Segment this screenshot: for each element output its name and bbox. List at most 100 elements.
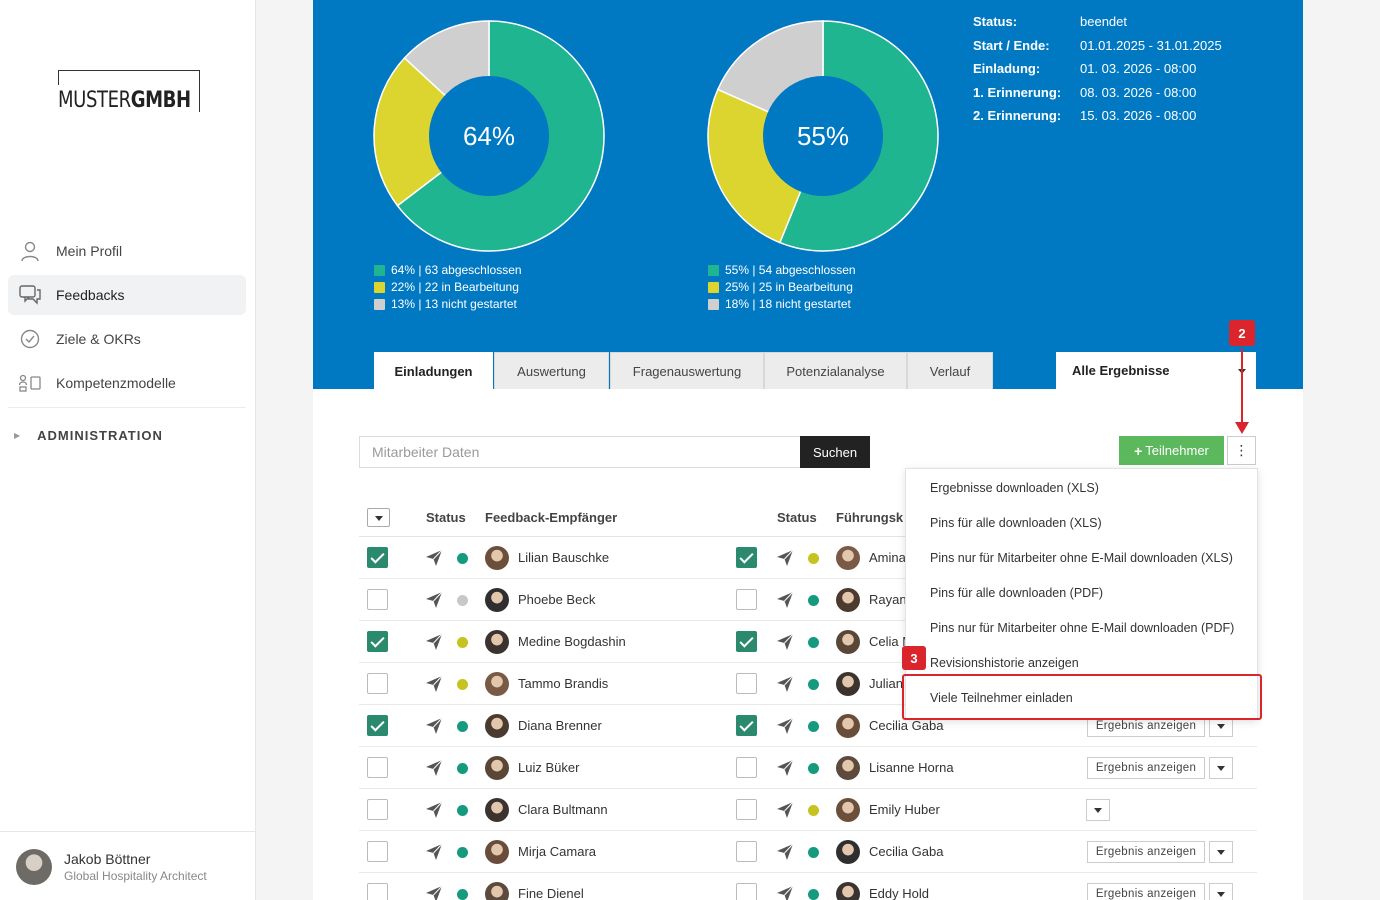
tab-potential-analysis[interactable]: Potenzialanalyse [764, 352, 907, 389]
sidebar-item-goals[interactable]: Ziele & OKRs [8, 319, 246, 359]
header-status-2: Status [777, 510, 817, 525]
legend-entry: 22% | 22 in Bearbeitung [374, 279, 522, 296]
sidebar-item-administration[interactable]: ▶ ADMINISTRATION [14, 428, 163, 443]
send-icon[interactable] [425, 717, 443, 735]
row-checkbox-2[interactable] [736, 883, 757, 900]
search-input[interactable] [359, 436, 801, 468]
send-icon[interactable] [425, 843, 443, 861]
sidebar-item-feedbacks[interactable]: Feedbacks [8, 275, 246, 315]
recipient-name[interactable]: Phoebe Beck [518, 592, 596, 607]
avatar [16, 849, 52, 885]
sidebar-item-profile[interactable]: Mein Profil [8, 231, 246, 271]
results-filter-select[interactable]: Alle Ergebnisse [1056, 352, 1256, 389]
row-checkbox[interactable] [367, 841, 388, 862]
options-menu: Ergebnisse downloaden (XLS) Pins für all… [905, 468, 1258, 720]
row-actions-dropdown[interactable] [1209, 883, 1233, 900]
row-checkbox[interactable] [367, 673, 388, 694]
row-checkbox-2[interactable] [736, 589, 757, 610]
row-checkbox-2[interactable] [736, 715, 757, 736]
row-checkbox-2[interactable] [736, 841, 757, 862]
row-checkbox-2[interactable] [736, 673, 757, 694]
send-icon[interactable] [425, 675, 443, 693]
company-logo[interactable]: MUSTERGMBH [58, 70, 200, 113]
recipient-name[interactable]: Fine Dienel [518, 886, 584, 900]
row-actions-dropdown[interactable] [1209, 841, 1233, 863]
row-checkbox-2[interactable] [736, 631, 757, 652]
more-options-button[interactable]: ⋮ [1227, 436, 1256, 465]
send-icon[interactable] [776, 717, 794, 735]
row-checkbox[interactable] [367, 547, 388, 568]
tab-history[interactable]: Verlauf [907, 352, 993, 389]
manager-name[interactable]: Eddy Hold [869, 886, 929, 900]
recipient-name[interactable]: Luiz Büker [518, 760, 580, 775]
avatar [485, 546, 509, 570]
send-icon[interactable] [425, 801, 443, 819]
send-icon[interactable] [776, 549, 794, 567]
menu-item-download-pins-no-email-pdf[interactable]: Pins nur für Mitarbeiter ohne E-Mail dow… [930, 621, 1235, 635]
row-checkbox-2[interactable] [736, 757, 757, 778]
add-participant-button[interactable]: + Teilnehmer [1119, 436, 1224, 465]
send-icon[interactable] [776, 675, 794, 693]
status-dot [808, 805, 819, 816]
row-checkbox-2[interactable] [736, 799, 757, 820]
row-actions-dropdown[interactable] [1209, 757, 1233, 779]
manager-name[interactable]: Julian [869, 676, 903, 691]
manager-name[interactable]: Rayan [869, 592, 907, 607]
send-icon[interactable] [425, 633, 443, 651]
row-checkbox-2[interactable] [736, 547, 757, 568]
recipient-name[interactable]: Diana Brenner [518, 718, 602, 733]
menu-item-download-pins-all-xls[interactable]: Pins für alle downloaden (XLS) [930, 516, 1102, 530]
row-checkbox[interactable] [367, 715, 388, 736]
show-result-button[interactable]: Ergebnis anzeigen [1087, 883, 1205, 900]
menu-item-download-results-xls[interactable]: Ergebnisse downloaden (XLS) [930, 481, 1099, 495]
table-row: Medine Bogdashin Celia M [359, 621, 1257, 663]
menu-item-revision-history[interactable]: Revisionshistorie anzeigen [930, 656, 1079, 670]
send-icon[interactable] [776, 759, 794, 777]
menu-item-download-pins-no-email-xls[interactable]: Pins nur für Mitarbeiter ohne E-Mail dow… [930, 551, 1233, 565]
tab-invitations[interactable]: Einladungen [374, 352, 493, 389]
manager-name[interactable]: Amina [869, 550, 906, 565]
send-icon[interactable] [776, 843, 794, 861]
tab-evaluation[interactable]: Auswertung [494, 352, 609, 389]
recipient-name[interactable]: Clara Bultmann [518, 802, 608, 817]
sidebar-item-competency-models[interactable]: Kompetenzmodelle [8, 363, 246, 403]
status-dot [457, 889, 468, 900]
survey-info: Status: beendet Start / Ende: 01.01.2025 -… [973, 10, 1222, 128]
tab-question-evaluation[interactable]: Fragenauswertung [610, 352, 764, 389]
recipient-name[interactable]: Lilian Bauschke [518, 550, 610, 565]
menu-item-download-pins-all-pdf[interactable]: Pins für alle downloaden (PDF) [930, 586, 1103, 600]
avatar [836, 882, 860, 900]
recipient-name[interactable]: Tammo Brandis [518, 676, 609, 691]
row-checkbox[interactable] [367, 757, 388, 778]
row-actions-dropdown[interactable] [1086, 799, 1110, 821]
manager-name[interactable]: Celia M [869, 634, 914, 649]
manager-name[interactable]: Lisanne Horna [869, 760, 954, 775]
show-result-button[interactable]: Ergebnis anzeigen [1087, 841, 1205, 863]
search-button[interactable]: Suchen [800, 436, 870, 468]
send-icon[interactable] [776, 591, 794, 609]
legend-swatch [374, 282, 385, 293]
status-dot [808, 721, 819, 732]
send-icon[interactable] [425, 759, 443, 777]
manager-name[interactable]: Cecilia Gaba [869, 718, 944, 733]
send-icon[interactable] [776, 801, 794, 819]
donut-chart-1-svg [373, 20, 605, 252]
send-icon[interactable] [776, 633, 794, 651]
send-icon[interactable] [425, 591, 443, 609]
user-profile[interactable]: Jakob Böttner Global Hospitality Archite… [0, 831, 255, 900]
send-icon[interactable] [776, 885, 794, 900]
table-row: Clara Bultmann Emily Huber [359, 789, 1257, 831]
manager-name[interactable]: Emily Huber [869, 802, 940, 817]
send-icon[interactable] [425, 549, 443, 567]
recipient-name[interactable]: Medine Bogdashin [518, 634, 626, 649]
send-icon[interactable] [425, 885, 443, 900]
select-all-dropdown[interactable] [367, 508, 390, 527]
manager-name[interactable]: Cecilia Gaba [869, 844, 944, 859]
row-checkbox[interactable] [367, 631, 388, 652]
recipient-name[interactable]: Mirja Camara [518, 844, 597, 859]
menu-item-invite-many-participants[interactable]: Viele Teilnehmer einladen [930, 691, 1073, 705]
row-checkbox[interactable] [367, 799, 388, 820]
show-result-button[interactable]: Ergebnis anzeigen [1087, 757, 1205, 779]
row-checkbox[interactable] [367, 589, 388, 610]
row-checkbox[interactable] [367, 883, 388, 900]
